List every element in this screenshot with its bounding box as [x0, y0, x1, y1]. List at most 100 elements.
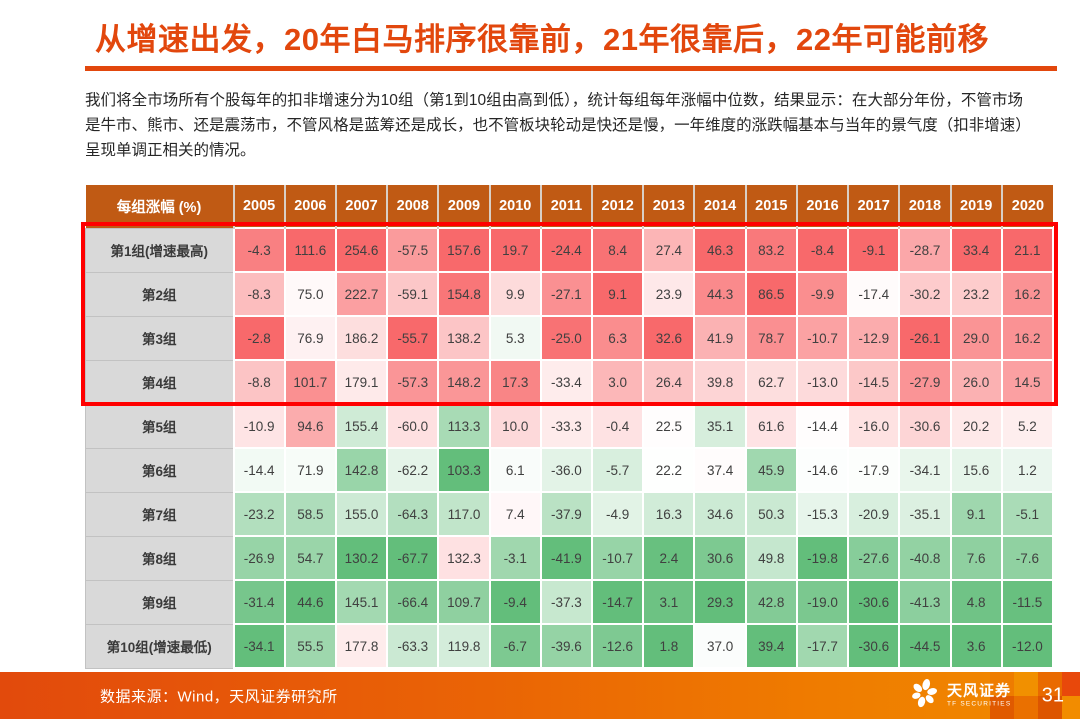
- heat-cell: 23.2: [949, 271, 1003, 317]
- heat-cell: 155.0: [334, 491, 389, 537]
- heat-cell: -17.7: [795, 623, 850, 669]
- heat-cell: -35.1: [898, 491, 952, 537]
- heat-cell: -57.3: [386, 359, 440, 405]
- heat-cell: -5.1: [1000, 491, 1055, 537]
- heat-cell: -12.9: [847, 315, 901, 361]
- heat-cell: -60.0: [386, 403, 440, 449]
- page-number: 31: [1041, 684, 1064, 706]
- page-title: 从增速出发，20年白马排序很靠前，21年很靠后，22年可能前移: [95, 22, 989, 57]
- heat-cell: -63.3: [386, 623, 440, 669]
- heat-cell: 41.9: [693, 315, 747, 361]
- year-header-cell: 2019: [950, 185, 1003, 228]
- heat-cell: -30.6: [847, 623, 901, 669]
- year-header-cell: 2013: [643, 185, 696, 228]
- heat-cell: 16.3: [642, 491, 696, 537]
- heat-cell: 45.9: [744, 447, 798, 493]
- heat-cell: 145.1: [334, 579, 389, 625]
- row-label: 第1组(增速最高): [85, 227, 234, 273]
- heat-cell: 109.7: [437, 579, 491, 625]
- heat-cell: -26.1: [898, 315, 952, 361]
- heat-cell: -17.4: [847, 271, 901, 317]
- heat-cell: 5.3: [488, 315, 542, 361]
- heat-cell: 179.1: [334, 359, 389, 405]
- heatmap-table-container: 每组涨幅 (%) 2005 2006 2007 2008 2009 2010 2011 2012…: [81, 185, 1058, 669]
- heat-cell: -9.1: [847, 227, 901, 273]
- heat-cell: 7.6: [949, 535, 1003, 581]
- heat-cell: 26.4: [642, 359, 696, 405]
- year-header-cell: 2008: [387, 185, 440, 228]
- year-header-cell: 2016: [796, 185, 850, 228]
- heat-cell: 44.3: [693, 271, 747, 317]
- heat-cell: 16.2: [1000, 315, 1055, 361]
- heat-cell: 177.8: [334, 623, 389, 669]
- heat-cell: -41.3: [898, 579, 952, 625]
- table-row: 第7组 -23.2 58.5 155.0 -64.3 117.0 7.4 -37.9 -4.9 1…: [85, 491, 1055, 537]
- row-label: 第6组: [85, 447, 234, 493]
- heat-cell: -14.5: [847, 359, 901, 405]
- heat-cell: 94.6: [283, 403, 337, 449]
- heat-cell: 23.9: [642, 271, 696, 317]
- heat-cell: 103.3: [437, 447, 491, 493]
- heat-cell: 9.9: [488, 271, 542, 317]
- heat-cell: 14.5: [1000, 359, 1055, 405]
- heat-cell: -5.7: [591, 447, 645, 493]
- heat-cell: 62.7: [744, 359, 798, 405]
- heat-cell: -12.0: [1000, 623, 1055, 669]
- heat-cell: 30.6: [693, 535, 747, 581]
- heat-cell: -44.5: [898, 623, 952, 669]
- year-header-cell: 2017: [848, 185, 901, 228]
- heat-cell: 50.3: [744, 491, 798, 537]
- heat-cell: 27.4: [642, 227, 696, 273]
- heat-cell: -6.7: [488, 623, 542, 669]
- heat-cell: 71.9: [283, 447, 337, 493]
- heat-cell: 26.0: [949, 359, 1003, 405]
- heat-cell: -9.4: [488, 579, 542, 625]
- row-label: 第3组: [85, 315, 234, 361]
- heat-cell: -14.4: [795, 403, 850, 449]
- heat-cell: 16.2: [1000, 271, 1055, 317]
- table-row: 第1组(增速最高) -4.3 111.6 254.6 -57.5 157.6 19.7 -24…: [85, 227, 1055, 273]
- row-label: 第2组: [85, 271, 234, 317]
- heat-cell: 9.1: [949, 491, 1003, 537]
- heat-cell: -28.7: [898, 227, 952, 273]
- table-row: 第10组(增速最低) -34.1 55.5 177.8 -63.3 119.8 -6.7 -3…: [85, 623, 1055, 669]
- logo-company-subtitle: TF SECURITIES: [947, 700, 1012, 708]
- heat-cell: -10.7: [795, 315, 850, 361]
- heat-cell: 3.6: [949, 623, 1003, 669]
- logo-company-name: 天风证券: [947, 682, 1012, 700]
- heat-cell: 39.8: [693, 359, 747, 405]
- table-title-cell: 每组涨幅 (%): [85, 185, 235, 228]
- heat-cell: 3.0: [591, 359, 645, 405]
- table-row: 第2组 -8.3 75.0 222.7 -59.1 154.8 9.9 -27.1 9.1 23.…: [85, 271, 1055, 317]
- heat-cell: 186.2: [334, 315, 389, 361]
- heat-cell: -59.1: [386, 271, 440, 317]
- heat-cell: -36.0: [539, 447, 594, 493]
- heat-cell: 44.6: [283, 579, 337, 625]
- heat-cell: -33.4: [539, 359, 594, 405]
- year-header-cell: 2015: [745, 185, 798, 228]
- heat-cell: 117.0: [437, 491, 491, 537]
- heat-cell: 39.4: [744, 623, 798, 669]
- year-header-cell: 2020: [1001, 185, 1053, 228]
- year-header-cell: 2005: [233, 185, 286, 228]
- heat-cell: 20.2: [949, 403, 1003, 449]
- heat-cell: -37.9: [539, 491, 594, 537]
- heat-cell: 78.7: [744, 315, 798, 361]
- row-label: 第7组: [85, 491, 234, 537]
- heat-cell: 130.2: [334, 535, 389, 581]
- heat-cell: 29.3: [693, 579, 747, 625]
- heat-cell: -19.8: [795, 535, 850, 581]
- heat-cell: 101.7: [283, 359, 337, 405]
- heat-cell: -8.8: [232, 359, 286, 405]
- heat-cell: -39.6: [539, 623, 594, 669]
- heat-cell: -27.1: [539, 271, 594, 317]
- data-source-note: 数据来源：Wind，天风证券研究所: [100, 688, 338, 705]
- table-row: 第9组 -31.4 44.6 145.1 -66.4 109.7 -9.4 -37.3 -14.…: [85, 579, 1055, 625]
- year-header-cell: 2018: [899, 185, 952, 228]
- year-header-cell: 2007: [335, 185, 389, 228]
- heat-cell: 3.1: [642, 579, 696, 625]
- heat-cell: -37.3: [539, 579, 594, 625]
- heat-cell: 55.5: [283, 623, 337, 669]
- heat-cell: 32.6: [642, 315, 696, 361]
- table-row: 第3组 -2.8 76.9 186.2 -55.7 138.2 5.3 -25.0 6.3 32.…: [85, 315, 1055, 361]
